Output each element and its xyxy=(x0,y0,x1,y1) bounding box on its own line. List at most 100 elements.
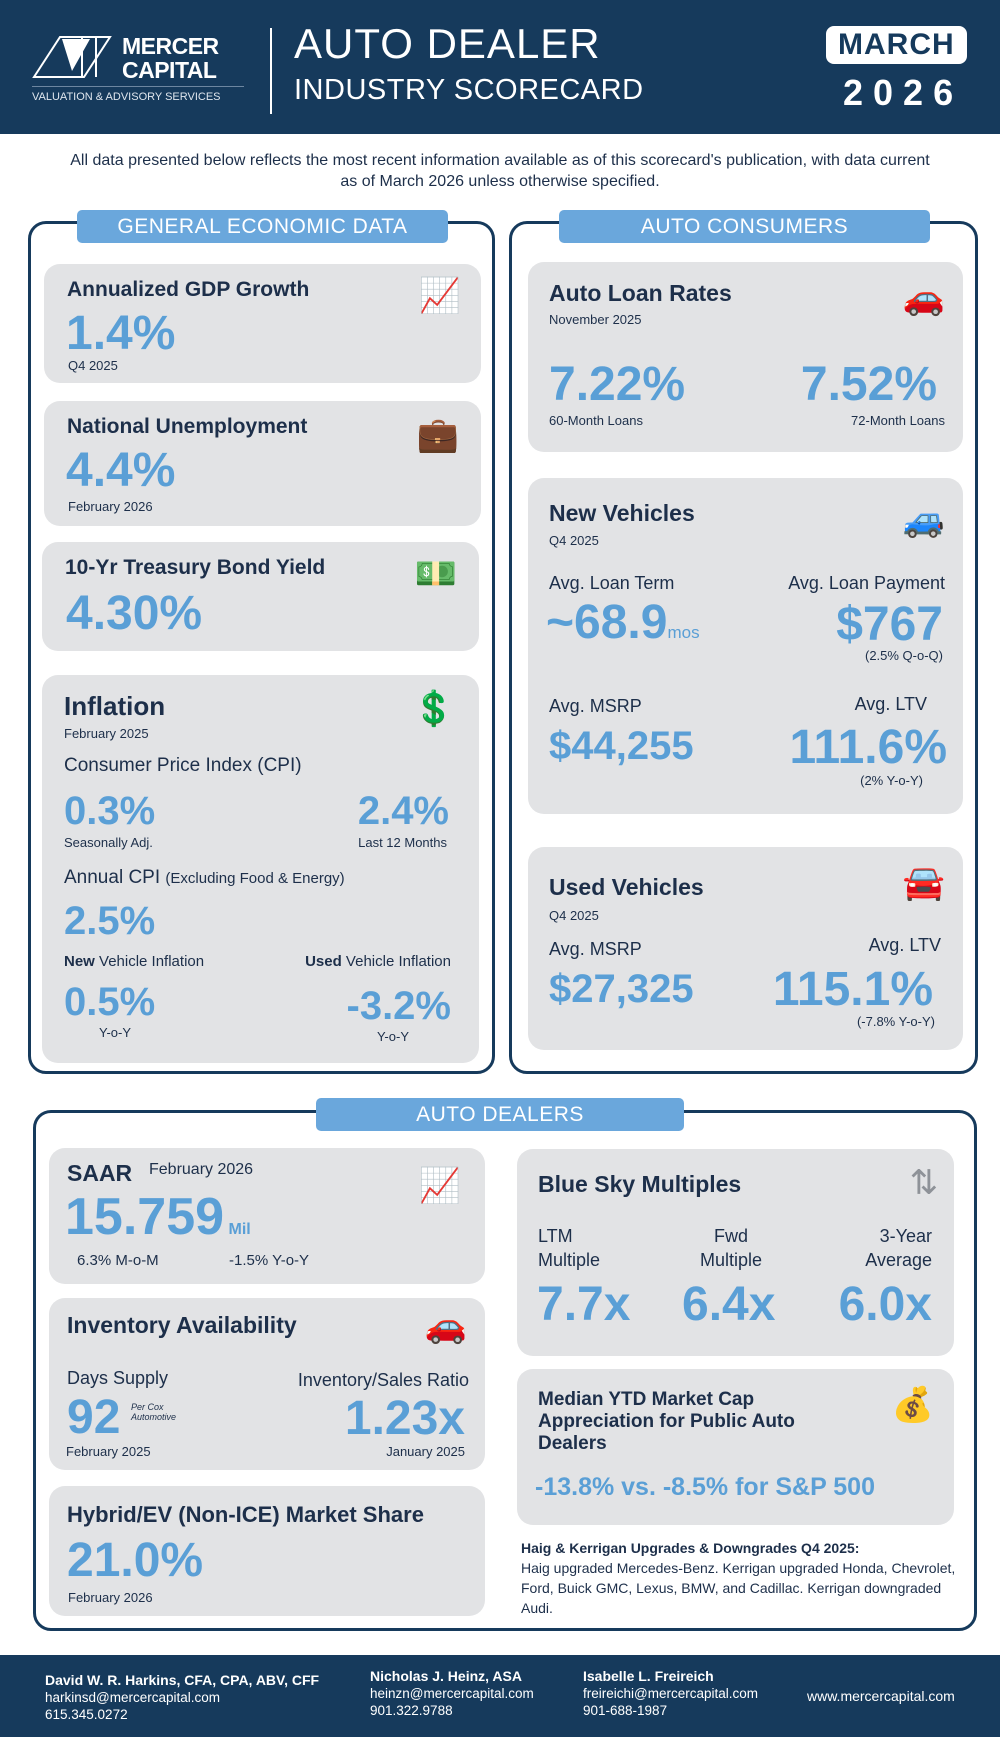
new-vehicles-period: Q4 2025 xyxy=(549,533,599,548)
treasury-card: 10-Yr Treasury Bond Yield 4.30% 💵 xyxy=(42,542,479,651)
market-cap-card: Median YTD Market Cap Appreciation for P… xyxy=(517,1369,954,1525)
avg-label: 3-Year Average xyxy=(865,1226,932,1270)
hybrid-period: February 2026 xyxy=(68,1590,153,1605)
new-bold: New xyxy=(64,953,95,970)
fwd-label: Fwd Multiple xyxy=(700,1226,763,1270)
avg-value: 6.0x xyxy=(838,1278,932,1331)
title-line1: AUTO DEALER xyxy=(294,20,601,67)
used-inflation-sub: Y-o-Y xyxy=(376,1029,409,1044)
contact-phone: 901-688-1987 xyxy=(583,1703,668,1718)
haig-text: Haig upgraded Mercedes-Benz. Kerrigan up… xyxy=(521,1560,956,1616)
blue-sky-card: Blue Sky Multiples ⇅ LTM Multiple 7.7x Fw… xyxy=(517,1149,954,1356)
loan-payment-label: Avg. Loan Payment xyxy=(788,573,945,593)
days-supply-period: February 2025 xyxy=(66,1444,151,1459)
days-supply-value: 92 xyxy=(67,1391,121,1444)
treasury-value: 4.30% xyxy=(66,587,203,640)
used-inflation-label: Vehicle Inflation xyxy=(345,953,451,970)
auto-dealers-label: AUTO DEALERS xyxy=(316,1098,684,1131)
cars-icon: 🚗 xyxy=(424,1307,467,1345)
days-supply-note: Per Cox Automotive xyxy=(131,1402,177,1422)
bond-certificate-icon: 💵 xyxy=(414,555,457,593)
ratio-value: 1.23x xyxy=(344,1392,465,1445)
ltm-value: 7.7x xyxy=(537,1278,631,1331)
car-percent-icon: 🚗 xyxy=(902,279,945,317)
new-inflation-label: Vehicle Inflation xyxy=(99,953,205,970)
saar-unit: Mil xyxy=(228,1221,251,1238)
new-ltv-sub: (2% Y-o-Y) xyxy=(860,773,923,788)
contact-email[interactable]: harkinsd@mercercapital.com xyxy=(45,1690,221,1705)
car-plus-icon: 🚙 xyxy=(902,501,945,539)
briefcase-icon: 💼 xyxy=(416,416,459,454)
days-supply-label: Days Supply xyxy=(67,1368,169,1388)
used-bold: Used xyxy=(305,953,342,970)
market-cap-value: -13.8% vs. -8.5% for S&P 500 xyxy=(535,1473,875,1501)
car-arrows-icon: 🚘 xyxy=(902,864,945,902)
logo-line1: MERCER xyxy=(122,33,219,59)
used-ltv-label: Avg. LTV xyxy=(868,935,941,955)
loan-rates-period: November 2025 xyxy=(549,312,642,327)
contact-email[interactable]: freireichi@mercercapital.com xyxy=(583,1686,758,1701)
blue-sky-title: Blue Sky Multiples xyxy=(538,1171,742,1197)
rate-72-value: 7.52% xyxy=(800,358,937,411)
core-cpi-value: 2.5% xyxy=(64,899,156,943)
unemployment-value: 4.4% xyxy=(66,444,176,497)
gdp-period: Q4 2025 xyxy=(68,358,118,373)
haig-title: Haig & Kerrigan Upgrades & Downgrades Q4… xyxy=(521,1540,860,1556)
loan-rates-title: Auto Loan Rates xyxy=(549,280,732,306)
unemployment-title: National Unemployment xyxy=(67,415,308,438)
new-msrp-label: Avg. MSRP xyxy=(549,696,642,716)
cpi-sa-label: Seasonally Adj. xyxy=(64,835,153,850)
cpi-sa-value: 0.3% xyxy=(64,789,156,833)
header: MERCER CAPITAL VALUATION & ADVISORY SERV… xyxy=(0,0,1000,134)
fwd-value: 6.4x xyxy=(682,1278,776,1331)
cpi-12-value: 2.4% xyxy=(357,789,449,833)
used-inflation-value: -3.2% xyxy=(346,984,452,1028)
used-ltv-sub: (-7.8% Y-o-Y) xyxy=(856,1014,935,1029)
used-msrp-value: $27,325 xyxy=(549,967,694,1011)
general-economic-label: GENERAL ECONOMIC DATA xyxy=(77,210,448,243)
website-link[interactable]: www.mercercapital.com xyxy=(807,1688,955,1704)
hybrid-value: 21.0% xyxy=(67,1534,204,1587)
new-inflation-value: 0.5% xyxy=(64,980,156,1024)
inflation-card: Inflation February 2025 💲 Consumer Price… xyxy=(42,675,479,1063)
ltm-label: LTM Multiple xyxy=(538,1226,601,1270)
dollar-arrows-icon: 💲 xyxy=(412,690,455,728)
logo-line2: CAPITAL xyxy=(122,57,217,83)
new-msrp-value: $44,255 xyxy=(549,724,694,768)
contact-name: Isabelle L. Freireich xyxy=(583,1668,714,1684)
new-ltv-label: Avg. LTV xyxy=(854,694,927,714)
loan-term-unit: mos xyxy=(667,623,700,642)
rate-72-label: 72-Month Loans xyxy=(851,413,945,428)
saar-value: 15.759 xyxy=(65,1188,225,1246)
hybrid-card: Hybrid/EV (Non-ICE) Market Share 21.0% F… xyxy=(49,1486,485,1616)
saar-card: SAAR February 2026 15.759 Mil 6.3% M-o-M… xyxy=(49,1148,485,1284)
gdp-value: 1.4% xyxy=(66,307,176,360)
used-vehicles-period: Q4 2025 xyxy=(549,908,599,923)
loan-payment-sub: (2.5% Q-o-Q) xyxy=(864,648,943,663)
month-badge: MARCH xyxy=(826,26,967,64)
used-vehicles-title: Used Vehicles xyxy=(549,874,704,900)
logo-tagline: VALUATION & ADVISORY SERVICES xyxy=(32,91,221,103)
new-ltv-value: 111.6% xyxy=(789,721,948,774)
loan-term-label: Avg. Loan Term xyxy=(549,573,675,593)
cpi-12-label: Last 12 Months xyxy=(358,835,447,850)
saar-mom: 6.3% M-o-M xyxy=(77,1252,159,1269)
used-ltv-value: 115.1% xyxy=(772,963,933,1016)
up-down-arrows-icon: ⇅ xyxy=(909,1164,939,1202)
unemployment-card: National Unemployment 4.4% February 2026… xyxy=(44,401,481,526)
saar-period: February 2026 xyxy=(149,1161,254,1178)
title-line2: INDUSTRY SCORECARD xyxy=(294,74,644,106)
growth-chart-icon: 📈 xyxy=(418,1167,461,1205)
contact-name: David W. R. Harkins, CFA, CPA, ABV, CFF xyxy=(45,1672,320,1688)
auto-consumers-label: AUTO CONSUMERS xyxy=(559,210,930,243)
contact-email[interactable]: heinzn@mercercapital.com xyxy=(370,1686,534,1701)
inventory-card: Inventory Availability 🚗 Days Supply 92 … xyxy=(49,1298,485,1470)
mercer-logo-icon xyxy=(32,36,112,78)
new-vehicles-title: New Vehicles xyxy=(549,500,695,526)
loan-term-value: ~68.9 xyxy=(546,596,668,649)
ratio-period: January 2025 xyxy=(386,1444,465,1459)
loan-payment-value: $767 xyxy=(836,598,943,651)
market-cap-title: Median YTD Market Cap Appreciation for P… xyxy=(538,1389,795,1454)
contact-phone: 901.322.9788 xyxy=(370,1703,453,1718)
year: 2026 xyxy=(843,72,964,113)
